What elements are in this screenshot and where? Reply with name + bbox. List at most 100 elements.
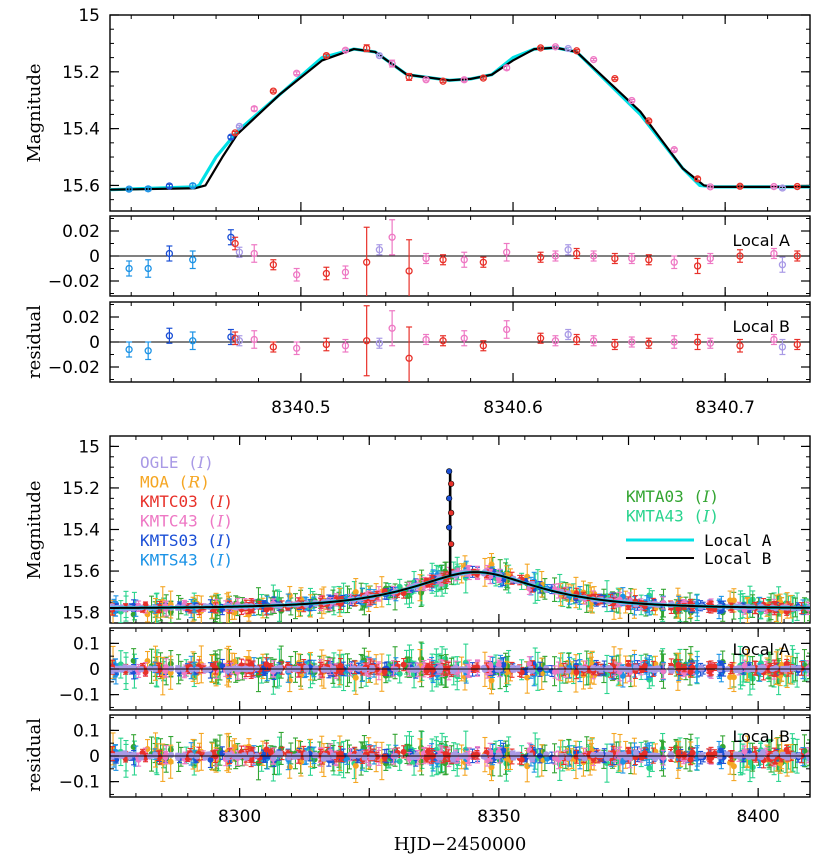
top-mag-panel-frame xyxy=(109,14,811,212)
top-mag-KMTS43-point xyxy=(125,185,133,193)
top-mag-KMTS03-point xyxy=(227,133,235,141)
top-res-b-ytick-label: 0.02 xyxy=(62,308,100,328)
top-res-b-KMTC43-point xyxy=(551,337,560,345)
top-res-a-KMTC03-point xyxy=(645,256,653,264)
top-mag-KMTC03-point xyxy=(611,74,619,83)
top-res-b-OGLE-point xyxy=(375,339,384,347)
top-res-b-OGLE-point xyxy=(778,343,787,351)
top-mag-KMTC43-point xyxy=(341,46,350,54)
top-res-a-KMTC03-point xyxy=(573,249,581,258)
top-res-b-KMTC03-point xyxy=(693,338,702,346)
top-res-a-KMTC03-point xyxy=(793,252,801,260)
top-model-curves xyxy=(110,46,810,192)
top-mag-KMTC03-point xyxy=(645,117,653,125)
top-mag-KMTS43-point xyxy=(144,185,152,193)
top-res-b-ytick-label: −0.02 xyxy=(48,358,100,378)
top-res-a-KMTC03-point xyxy=(536,253,545,261)
top-mag-OGLE-point xyxy=(778,184,787,192)
top-res-a-ytick-label: 0.02 xyxy=(62,222,100,242)
top-res-b-KMTC43-point xyxy=(422,335,430,344)
top-mag-KMTC03-point xyxy=(793,182,801,191)
top-res-a-KMTC43-point xyxy=(250,249,258,258)
top-mag-KMTC43-point xyxy=(770,182,778,191)
top-res-b-model-label: Local B xyxy=(732,317,790,336)
top-res-a-OGLE-point xyxy=(778,261,787,269)
top-res-a-ytick-label: −0.02 xyxy=(48,272,100,292)
model-local-b-line xyxy=(110,46,810,191)
top-res-b-KMTC43-point xyxy=(503,325,511,334)
top-res-a-OGLE-point xyxy=(235,248,244,256)
top-mag-KMTC03-point xyxy=(479,74,487,82)
top-mag-points xyxy=(125,43,801,193)
top-mag-KMTC03-point xyxy=(231,129,239,137)
bottom-mag-KMTC03-point xyxy=(263,606,270,613)
top-res-a-KMTC43-point xyxy=(706,254,714,263)
top-mag-KMTC43-point xyxy=(422,76,430,84)
top-xtick-label: 8340.6 xyxy=(483,398,542,418)
top-res-a-KMTC43-point xyxy=(770,249,778,258)
top-mag-ytick-label: 15.4 xyxy=(62,120,100,140)
top-res-a-KMTS03-point xyxy=(165,249,174,258)
top-mag-ylabel: Magnitude xyxy=(24,63,45,162)
top-mag-KMTC43-point xyxy=(250,105,258,113)
top-res-a-KMTS43-point xyxy=(189,256,197,264)
top-res-b-KMTC03-point xyxy=(736,342,744,350)
top-res-b-KMTC43-point xyxy=(628,338,636,346)
top-mag-KMTC43-point xyxy=(293,69,301,77)
top-mag-KMTC03-point xyxy=(322,51,331,60)
bottom-res-a-MOA-point xyxy=(352,674,359,681)
top-mag-KMTS03-point xyxy=(165,182,174,190)
top-res-a-KMTC43-point xyxy=(293,271,301,279)
top-res-a-model-label: Local A xyxy=(733,231,791,250)
top-xtick-label: 8340.7 xyxy=(695,398,754,418)
top-mag-KMTC03-point xyxy=(405,73,413,81)
top-mag-KMTC03-point xyxy=(363,44,371,52)
top-res-b-KMTC43-point xyxy=(589,337,598,345)
top-res-b-OGLE-point xyxy=(564,330,572,339)
top-res-b-KMTC03-point xyxy=(793,340,801,349)
top-residual-ylabel: residual xyxy=(24,305,45,379)
bottom-mag-MOA-point xyxy=(488,561,495,568)
top-mag-KMTC43-point xyxy=(706,183,714,191)
top-mag-KMTC43-point xyxy=(503,64,511,72)
top-mag-KMTC03-point xyxy=(536,44,545,52)
top-res-a-KMTC43-point xyxy=(341,268,350,276)
top-res-a-KMTC03-point xyxy=(322,269,331,278)
top-res-a-KMTC43-point xyxy=(422,254,430,263)
top-res-b-KMTC03-point xyxy=(405,354,413,362)
top-mag-ytick-label: 15.6 xyxy=(62,176,100,196)
top-res-a-ytick-label: 0 xyxy=(89,247,100,267)
top-res-b-KMTC43-point xyxy=(250,335,258,344)
top-res-b-KMTS43-point xyxy=(144,347,152,355)
top-res-b-KMTC43-point xyxy=(293,344,301,352)
top-res-b-KMTC03-point xyxy=(536,334,545,342)
bottom-mag-ytick-label: 15.4 xyxy=(62,521,100,541)
top-xtick-label: 8340.5 xyxy=(271,398,330,418)
top-res-a-KMTC03-point xyxy=(363,258,371,266)
top-res-b-KMTS03-point xyxy=(165,332,174,340)
top-mag-OGLE-point xyxy=(235,122,244,131)
top-mag-KMTC43-point xyxy=(628,96,636,105)
top-res-a-KMTC43-point xyxy=(503,248,511,256)
top-mag-KMTS43-point xyxy=(189,182,197,190)
top-res-b-KMTC03-point xyxy=(611,340,619,349)
top-res-a-KMTC43-point xyxy=(670,258,678,266)
top-mag-KMTC03-point xyxy=(736,182,744,190)
top-res-a-KMTC43-point xyxy=(551,252,560,260)
bottom-res-a-MOA-point xyxy=(730,674,737,681)
top-res-a-KMTC03-point xyxy=(269,261,277,269)
top-mag-KMTC43-point xyxy=(460,76,468,84)
top-res-b-KMTS43-point xyxy=(189,337,197,345)
top-mag-KMTC43-point xyxy=(670,145,678,154)
top-res-a-KMTC43-point xyxy=(460,256,468,264)
bottom-mag-ytick-label: 15.8 xyxy=(62,604,100,624)
bottom-mag-MOA-point xyxy=(730,597,737,604)
bottom-mag-MOA-point xyxy=(231,609,238,616)
top-res-a-KMTC43-point xyxy=(589,252,598,260)
top-res-a-KMTC03-point xyxy=(479,258,487,266)
bottom-mag-ytick-label: 15.2 xyxy=(62,479,100,499)
top-res-b-KMTC43-point xyxy=(341,342,350,350)
top-mag-OGLE-point xyxy=(375,51,384,60)
